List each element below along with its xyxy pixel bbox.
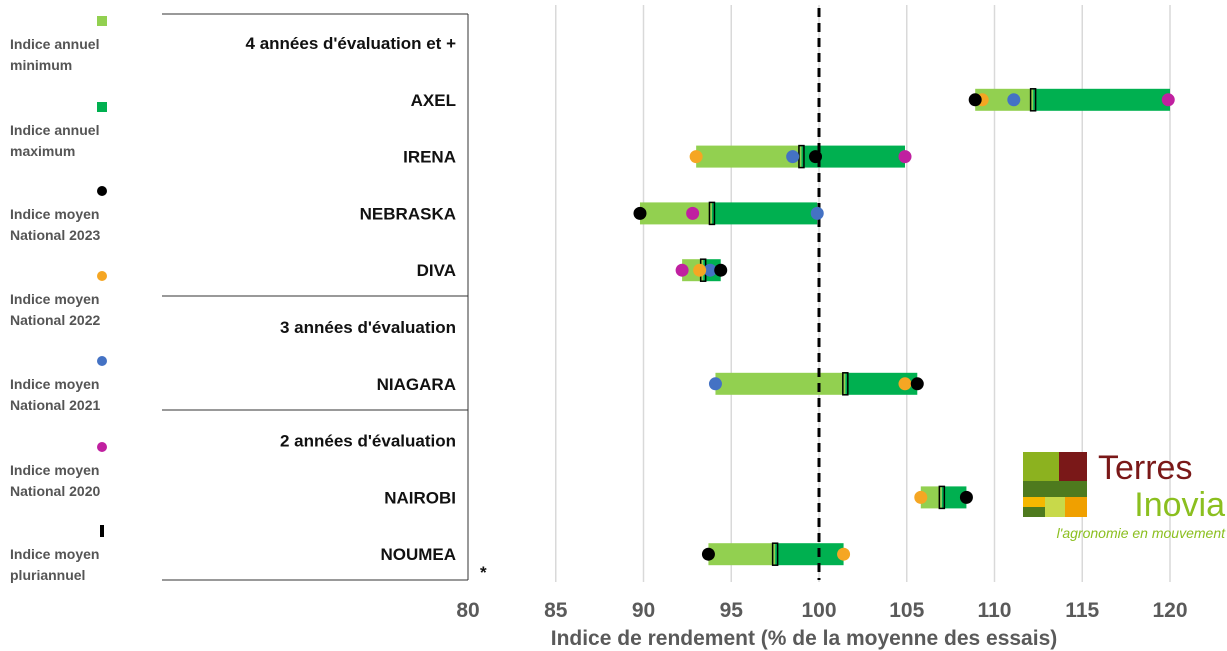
dot-2020 — [898, 150, 912, 164]
dot-2020 — [1161, 93, 1175, 107]
legend-marker-circle — [97, 271, 107, 281]
group-header: 3 années d'évaluation — [280, 318, 456, 337]
legend-label: Indice moyen — [10, 462, 99, 478]
group-header: 4 années d'évaluation et + — [246, 34, 457, 53]
range-bar-low — [639, 202, 712, 225]
row-labels: 4 années d'évaluation et + AXEL IRENA NEBRA… — [246, 34, 457, 564]
dot-2023 — [808, 150, 822, 164]
logo-tagline: l'agronomie en mouvement — [1057, 525, 1227, 541]
legend-label: Indice moyen — [10, 376, 99, 392]
footnote-asterisk: * — [480, 563, 487, 582]
logo-word-inovia: Inovia — [1134, 486, 1225, 524]
legend-marker-circle — [97, 356, 107, 366]
dot-2021 — [810, 206, 824, 220]
legend-label: Indice moyen — [10, 546, 99, 562]
dot-2022 — [689, 150, 703, 164]
dot-2021 — [1007, 93, 1021, 107]
x-axis-title: Indice de rendement (% de la moyenne des… — [551, 627, 1058, 650]
dot-2021 — [786, 150, 800, 164]
category-label-panel — [162, 13, 469, 581]
range-bar-low — [975, 88, 1034, 111]
range-bar-high — [1033, 88, 1170, 111]
variety-label: NEBRASKA — [360, 204, 456, 223]
legend-label: Indice moyen — [10, 206, 99, 222]
legend-label: maximum — [10, 143, 75, 159]
x-tick-label: 105 — [889, 599, 924, 622]
logo-tile — [1023, 507, 1045, 517]
range-bar-low — [715, 372, 846, 395]
legend-label: National 2023 — [10, 227, 100, 243]
x-tick-label: 80 — [456, 599, 479, 622]
legend-label: National 2020 — [10, 483, 100, 499]
variety-label: DIVA — [417, 261, 456, 280]
x-tick-label: 100 — [801, 599, 836, 622]
group-header: 2 années d'évaluation — [280, 432, 456, 451]
legend: Indice annuel minimum Indice annuel maximum… — [10, 16, 107, 583]
multi-year-mean-marker — [842, 372, 849, 396]
dot-2021 — [703, 263, 717, 277]
multi-year-mean-marker — [938, 485, 946, 510]
dot-2023 — [701, 547, 715, 561]
variety-label: AXEL — [411, 91, 456, 110]
range-bar-high — [775, 543, 844, 566]
dot-2022 — [898, 377, 912, 391]
variety-label: NAIROBI — [384, 488, 456, 507]
dot-2023 — [910, 377, 924, 391]
range-bar-high — [711, 202, 818, 225]
dot-2020 — [675, 263, 689, 277]
range-bar-low — [920, 486, 942, 509]
legend-label: minimum — [10, 57, 72, 73]
variety-label: IRENA — [403, 148, 456, 167]
legend-label: National 2021 — [10, 397, 100, 413]
dot-2022 — [837, 547, 851, 561]
logo-tile — [1045, 497, 1065, 517]
variety-label: NIAGARA — [377, 375, 456, 394]
x-tick-label: 120 — [1152, 599, 1187, 622]
terres-inovia-logo: Terres Inovia l'agronomie en mouvement — [1023, 449, 1226, 541]
x-tick-label: 90 — [632, 599, 655, 622]
multi-year-mean-marker — [1029, 88, 1037, 112]
legend-label: pluriannuel — [10, 567, 85, 583]
logo-tile — [1065, 497, 1087, 517]
legend-marker-square — [97, 102, 107, 112]
dot-2023 — [633, 206, 647, 220]
logo-tile — [1023, 481, 1087, 497]
legend-marker-circle — [97, 442, 107, 452]
dot-2023 — [959, 490, 973, 504]
range-bar-high — [801, 145, 905, 168]
dot-2022 — [693, 263, 707, 277]
range-bar-high — [941, 486, 967, 509]
legend-label: Indice annuel — [10, 36, 99, 52]
range-bar-high — [845, 372, 918, 395]
dot-2020 — [686, 206, 700, 220]
logo-tile — [1023, 452, 1059, 481]
year-dots — [633, 88, 1175, 566]
x-axis: 80 85 90 95 100 105 110 115 120 — [456, 599, 1187, 622]
multi-year-mean-marker — [771, 542, 779, 566]
legend-label: Indice annuel — [10, 122, 99, 138]
legend-marker-square — [97, 16, 107, 26]
legend-label: National 2022 — [10, 312, 100, 328]
x-tick-label: 115 — [1065, 599, 1099, 622]
legend-marker-circle — [97, 186, 107, 196]
range-bar-low — [708, 543, 776, 566]
logo-tile — [1023, 497, 1045, 507]
x-tick-label: 110 — [978, 599, 1012, 622]
logo-word-terres: Terres — [1098, 449, 1192, 487]
dot-2023 — [714, 263, 728, 277]
dot-2022 — [914, 490, 928, 504]
variety-label: NOUMEA — [380, 545, 456, 564]
dot-2021 — [708, 377, 722, 391]
dot-2023 — [968, 93, 982, 107]
multi-year-mean-marker — [708, 201, 716, 226]
x-tick-label: 95 — [720, 599, 744, 622]
range-bar-low — [696, 145, 802, 168]
x-tick-label: 85 — [544, 599, 568, 622]
logo-tile — [1059, 452, 1087, 481]
legend-marker-bar — [100, 525, 104, 537]
legend-label: Indice moyen — [10, 291, 99, 307]
